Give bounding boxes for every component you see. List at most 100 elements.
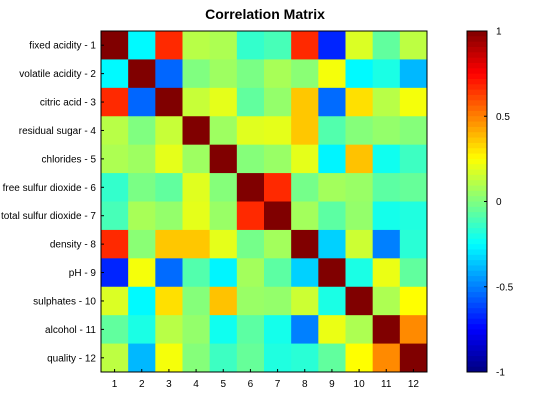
heatmap-cell bbox=[236, 59, 265, 89]
heatmap-cell bbox=[372, 286, 401, 316]
heatmap-cell bbox=[372, 59, 401, 89]
heatmap-cell bbox=[345, 116, 374, 146]
heatmap-cell bbox=[291, 201, 319, 231]
heatmap-cell bbox=[345, 173, 374, 202]
colorbar-tick-labels: 1 0.5 0 -0.5 -1 bbox=[484, 27, 514, 379]
colorbar-segment bbox=[467, 36, 487, 43]
heatmap-cell bbox=[264, 201, 292, 231]
row-tick-label: sulphates - 10 bbox=[33, 296, 96, 307]
heatmap-cell bbox=[345, 315, 374, 344]
heatmap-cell bbox=[155, 258, 183, 288]
heatmap-cell bbox=[399, 116, 428, 146]
heatmap-cell bbox=[264, 229, 292, 259]
heatmap-cell bbox=[264, 59, 292, 89]
column-tick-label: 5 bbox=[220, 379, 226, 390]
heatmap-cell bbox=[209, 258, 238, 288]
heatmap-cell bbox=[101, 286, 129, 316]
heatmap-cell bbox=[236, 87, 265, 117]
heatmap-cell bbox=[209, 59, 238, 89]
colorbar-segment bbox=[467, 142, 487, 149]
heatmap-cell bbox=[345, 59, 374, 89]
heatmap-cell bbox=[318, 116, 346, 146]
heatmap-cell bbox=[128, 229, 156, 259]
heatmap-cell bbox=[209, 173, 238, 202]
heatmap-cell bbox=[372, 144, 401, 174]
colorbar bbox=[466, 30, 488, 373]
heatmap-cell bbox=[318, 315, 346, 344]
heatmap-cell bbox=[372, 343, 401, 373]
heatmap-cell bbox=[291, 258, 319, 288]
row-tick-label: pH - 9 bbox=[69, 268, 97, 279]
heatmap-cell bbox=[128, 31, 156, 60]
heatmap-cell bbox=[372, 201, 401, 231]
heatmap-cell bbox=[155, 59, 183, 89]
colorbar-segment bbox=[467, 318, 487, 325]
heatmap-cell bbox=[345, 343, 374, 373]
column-tick-label: 8 bbox=[302, 379, 308, 390]
heatmap-cell bbox=[128, 87, 156, 117]
heatmap-cell bbox=[264, 315, 292, 344]
heatmap-cells bbox=[101, 31, 428, 373]
heatmap-cell bbox=[209, 31, 238, 60]
row-tick-labels: fixed acidity - 1 volatile acidity - 2 cit… bbox=[1, 41, 104, 364]
heatmap-cell bbox=[399, 315, 428, 344]
column-tick-label: 12 bbox=[408, 379, 420, 390]
colorbar-segment bbox=[467, 329, 487, 336]
colorbar-segment bbox=[467, 217, 487, 224]
colorbar-segment bbox=[467, 260, 487, 266]
heatmap-cell bbox=[399, 229, 428, 259]
heatmap-cell bbox=[399, 87, 428, 117]
heatmap-cell bbox=[182, 173, 211, 202]
heatmap-cell bbox=[291, 87, 319, 117]
colorbar-segment bbox=[467, 196, 487, 202]
colorbar-segment bbox=[467, 276, 487, 282]
colorbar-segment bbox=[467, 105, 487, 112]
colorbar-segment bbox=[467, 148, 487, 154]
heatmap-cell bbox=[236, 258, 265, 288]
heatmap-cell bbox=[182, 315, 211, 344]
heatmap-cell bbox=[128, 116, 156, 146]
heatmap-cell bbox=[101, 201, 129, 231]
heatmap-cell bbox=[101, 31, 129, 60]
heatmap-cell bbox=[101, 343, 129, 373]
heatmap-cell bbox=[209, 144, 238, 174]
heatmap-cell bbox=[209, 87, 238, 117]
row-tick-label: free sulfur dioxide - 6 bbox=[3, 183, 97, 194]
heatmap-cell bbox=[264, 116, 292, 146]
column-tick-label: 11 bbox=[381, 379, 392, 390]
heatmap-cell bbox=[209, 315, 238, 344]
colorbar-segment bbox=[467, 52, 487, 59]
heatmap-cell bbox=[345, 31, 374, 60]
heatmap-cell bbox=[318, 59, 346, 89]
heatmap-cell bbox=[345, 144, 374, 174]
colorbar-segment bbox=[467, 254, 487, 261]
heatmap-cell bbox=[155, 87, 183, 117]
heatmap-cell bbox=[101, 173, 129, 202]
heatmap-cell bbox=[128, 173, 156, 202]
row-tick-label: quality - 12 bbox=[47, 353, 96, 364]
heatmap-cell bbox=[155, 31, 183, 60]
colorbar-segment bbox=[467, 201, 487, 208]
row-tick-label: chlorides - 5 bbox=[42, 154, 97, 165]
heatmap-cell bbox=[128, 258, 156, 288]
heatmap-cell bbox=[182, 31, 211, 60]
colorbar-segment bbox=[467, 169, 487, 176]
colorbar-segment bbox=[467, 340, 487, 346]
heatmap-cell bbox=[372, 87, 401, 117]
heatmap-cell bbox=[128, 286, 156, 316]
heatmap-cell bbox=[372, 173, 401, 202]
heatmap-cell bbox=[318, 229, 346, 259]
heatmap-cell bbox=[182, 116, 211, 146]
colorbar-segment bbox=[467, 233, 487, 240]
heatmap-cell bbox=[345, 201, 374, 231]
heatmap-cell bbox=[236, 173, 265, 202]
chart-title: Correlation Matrix bbox=[205, 6, 325, 22]
heatmap-cell bbox=[101, 229, 129, 259]
colorbar-segment bbox=[467, 153, 487, 160]
heatmap-cell bbox=[236, 343, 265, 373]
heatmap-cell bbox=[209, 201, 238, 231]
colorbar-segment bbox=[467, 212, 487, 218]
colorbar-segment bbox=[467, 350, 487, 357]
heatmap-cell bbox=[182, 229, 211, 259]
